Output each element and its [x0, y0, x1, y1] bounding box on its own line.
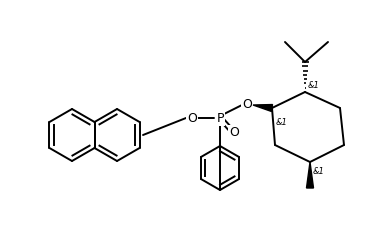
Text: &1: &1 — [313, 167, 325, 176]
Text: O: O — [187, 112, 197, 125]
Text: O: O — [229, 127, 239, 140]
Text: &1: &1 — [276, 118, 288, 127]
Text: P: P — [216, 112, 224, 125]
Text: &1: &1 — [308, 81, 320, 90]
Text: O: O — [242, 99, 252, 112]
Polygon shape — [253, 105, 272, 111]
Polygon shape — [307, 162, 313, 188]
